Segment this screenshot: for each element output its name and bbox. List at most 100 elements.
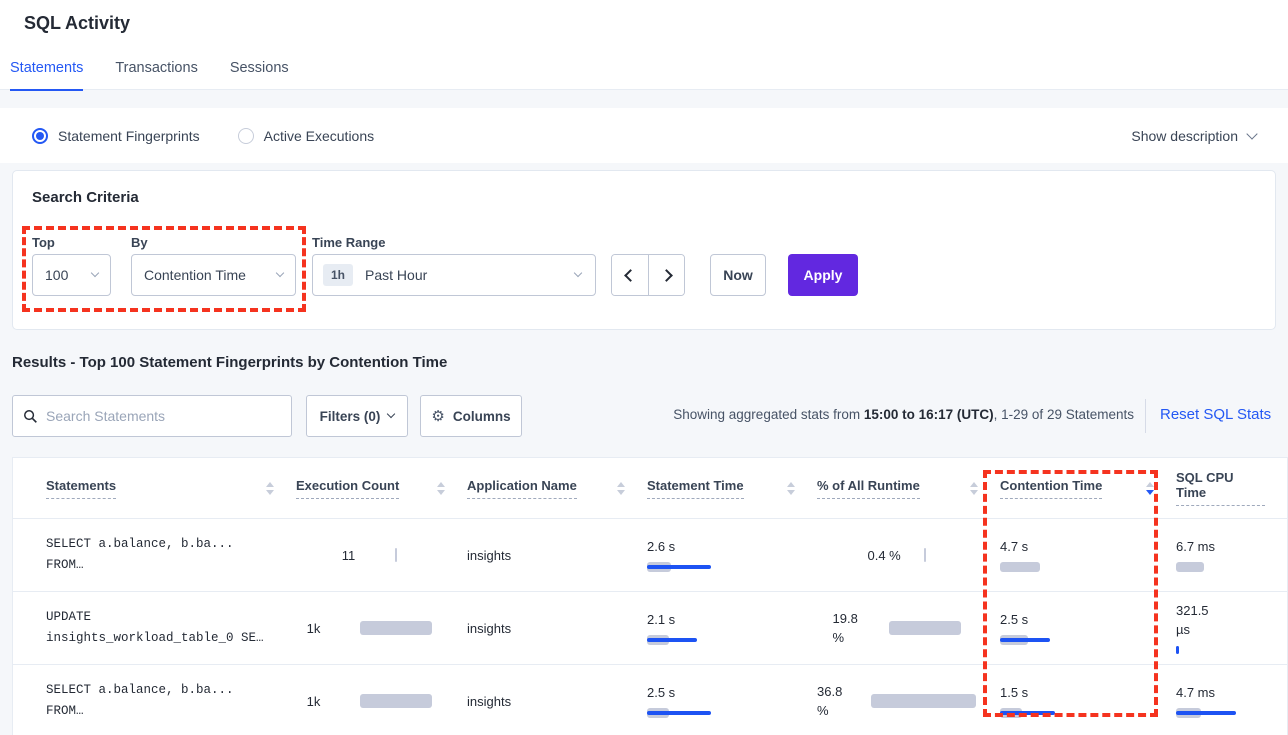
statement-cell: SELECT a.balance, b.ba... FROM… (46, 519, 296, 591)
tab-transactions[interactable]: Transactions (115, 60, 198, 76)
apply-button[interactable]: Apply (788, 254, 858, 296)
search-statements-input[interactable] (46, 408, 281, 424)
radio-label: Statement Fingerprints (58, 127, 200, 144)
bar-chart (1000, 634, 1152, 646)
execution-count-cell: 1k (296, 592, 467, 664)
time-range-value: Past Hour (365, 267, 428, 283)
sort-icon (970, 481, 978, 495)
statement-time-cell: 2.5 s (647, 665, 817, 735)
percent-runtime-cell: 0.4 % (817, 519, 1000, 591)
sql-cpu-time-value: 321.5 µs (1176, 602, 1209, 637)
time-range-label: Time Range (312, 235, 386, 250)
execution-count-value: 1k (306, 620, 321, 636)
statement-link[interactable]: UPDATE (46, 610, 92, 624)
column-header-statements[interactable]: Statements (46, 458, 296, 518)
time-range-pager (611, 254, 685, 296)
search-criteria-panel: Search Criteria Top 100 By Contention Ti… (12, 170, 1276, 330)
tab-sessions[interactable]: Sessions (229, 60, 289, 76)
statements-table: Statements Execution Count Application N… (12, 457, 1288, 735)
column-header-label: Contention Time (1000, 478, 1103, 499)
column-header-contention-time[interactable]: Contention Time (1000, 458, 1176, 518)
tab-statements[interactable]: Statements (10, 60, 84, 91)
time-range-badge: 1h (323, 264, 354, 286)
percent-runtime-bar (888, 621, 961, 635)
application-name-cell: insights (467, 592, 647, 664)
statement-link[interactable]: FROM… (46, 558, 84, 572)
execution-count-value: 1k (306, 693, 321, 709)
column-header-percent-runtime[interactable]: % of All Runtime (817, 458, 1000, 518)
bar-chart (1176, 707, 1263, 719)
statement-link[interactable]: SELECT a.balance, b.ba... (46, 537, 234, 551)
chevron-down-icon (573, 268, 583, 278)
bar-chart (1000, 707, 1152, 719)
sql-cpu-time-value: 6.7 ms (1176, 539, 1216, 554)
radio-statement-fingerprints[interactable]: Statement Fingerprints (32, 127, 200, 144)
column-header-statement-time[interactable]: Statement Time (647, 458, 817, 518)
contention-time-value: 2.5 s (1000, 612, 1029, 627)
stats-prefix: Showing aggregated stats from (673, 407, 864, 422)
column-header-sql-cpu-time[interactable]: SQL CPU Time (1176, 458, 1287, 518)
bar-chart (1176, 644, 1263, 656)
show-description-toggle[interactable]: Show description (1131, 108, 1258, 163)
bar-chart (647, 634, 793, 646)
sql-cpu-time-cell: 4.7 ms (1176, 665, 1287, 735)
statement-link[interactable]: insights_workload_table_0 SE… (46, 631, 264, 645)
stats-time-range: 15:00 to 16:17 (UTC) (863, 407, 994, 422)
sort-icon (437, 481, 445, 495)
statement-time-value: 2.1 s (647, 612, 676, 627)
execution-count-bar (395, 548, 398, 562)
by-label: By (131, 235, 148, 250)
column-header-label: Application Name (467, 478, 577, 499)
execution-count-bar (360, 621, 433, 635)
radio-selected-icon (32, 127, 48, 144)
table-row: SELECT a.balance, b.ba... FROM… 1k insig… (13, 664, 1287, 735)
chevron-right-icon (660, 268, 673, 282)
columns-label: Columns (452, 408, 511, 424)
statement-link[interactable]: FROM… (46, 704, 84, 718)
reset-sql-stats-link[interactable]: Reset SQL Stats (1160, 406, 1272, 423)
chevron-left-icon (623, 268, 637, 282)
sort-icon-active-desc (1146, 481, 1154, 495)
statement-time-cell: 2.1 s (647, 592, 817, 664)
table-row: UPDATE insights_workload_table_0 SE… 1k … (13, 591, 1287, 664)
sort-icon (617, 481, 625, 495)
now-button[interactable]: Now (710, 254, 766, 296)
execution-count-value: 11 (341, 547, 356, 563)
filters-button[interactable]: Filters (0) (306, 395, 408, 437)
percent-runtime-value: 0.4 % (867, 547, 901, 563)
by-select[interactable]: Contention Time (131, 254, 296, 296)
toolbar-divider (1145, 399, 1146, 433)
table-header-row: Statements Execution Count Application N… (13, 458, 1287, 518)
percent-runtime-cell: 19.8 % (817, 592, 1000, 664)
next-range-button[interactable] (648, 255, 684, 295)
statement-time-cell: 2.6 s (647, 519, 817, 591)
filters-label: Filters (0) (319, 408, 381, 424)
percent-runtime-value: 19.8 % (832, 611, 858, 645)
contention-time-value: 1.5 s (1000, 685, 1029, 700)
columns-button[interactable]: ⚙ Columns (420, 395, 522, 437)
top-select[interactable]: 100 (32, 254, 111, 296)
sql-cpu-time-cell: 321.5 µs (1176, 592, 1287, 664)
radio-active-executions[interactable]: Active Executions (237, 127, 374, 144)
gear-icon: ⚙ (431, 408, 445, 425)
aggregated-stats-text: Showing aggregated stats from 15:00 to 1… (673, 407, 1134, 422)
sort-icon (787, 481, 795, 495)
view-mode-strip: Statement Fingerprints Active Executions… (0, 108, 1288, 163)
time-range-select[interactable]: 1h Past Hour (312, 254, 596, 296)
show-description-label: Show description (1131, 127, 1238, 144)
statement-link[interactable]: SELECT a.balance, b.ba... (46, 683, 234, 697)
column-header-label: Execution Count (296, 478, 400, 499)
chevron-down-icon (275, 268, 285, 278)
previous-range-button[interactable] (612, 255, 648, 295)
application-name-value: insights (467, 620, 512, 636)
column-header-application-name[interactable]: Application Name (467, 458, 647, 518)
stats-suffix: , 1-29 of 29 Statements (993, 407, 1134, 422)
bar-chart (1000, 561, 1152, 573)
application-name-cell: insights (467, 665, 647, 735)
percent-runtime-bar (870, 694, 976, 708)
column-header-execution-count[interactable]: Execution Count (296, 458, 467, 518)
percent-runtime-cell: 36.8 % (817, 665, 1000, 735)
column-header-label: Statements (46, 478, 117, 499)
top-select-value: 100 (45, 267, 69, 283)
